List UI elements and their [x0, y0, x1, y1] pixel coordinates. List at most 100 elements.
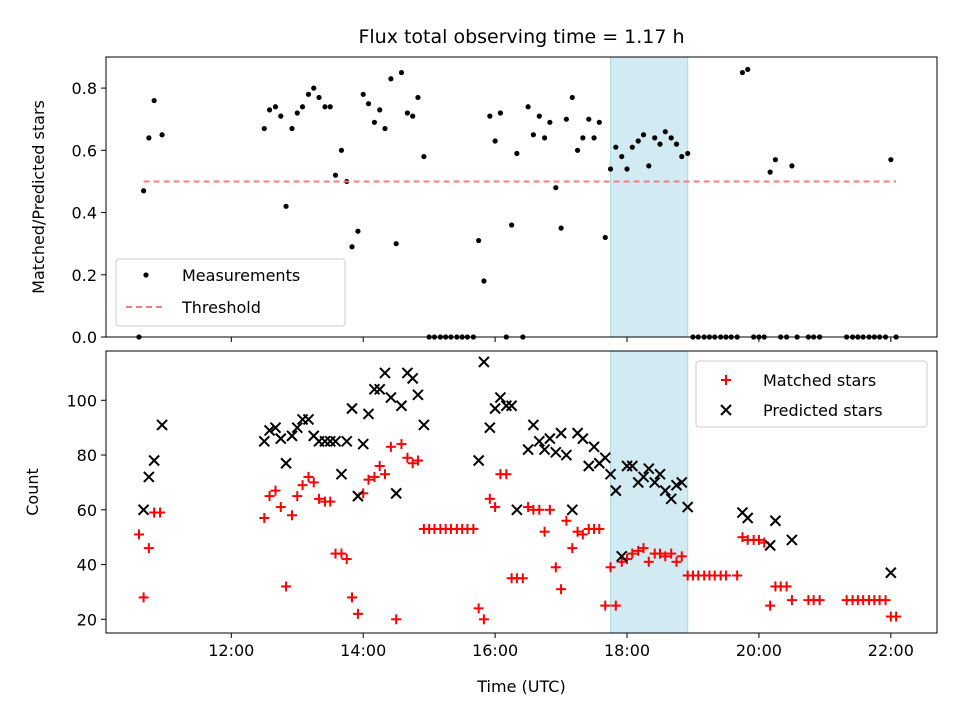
bottom-y-axis-label: Count	[23, 468, 42, 516]
measurements-point	[668, 135, 674, 141]
y-tick-label: 0.8	[72, 79, 97, 98]
matched-stars-point	[666, 548, 677, 559]
predicted-stars-point	[527, 419, 540, 431]
matched-stars-point	[374, 460, 385, 471]
predicted-stars-point	[643, 463, 655, 475]
measurements-point	[316, 94, 322, 101]
y-tick-label: 60	[77, 501, 97, 520]
measurements-point	[652, 135, 658, 141]
measurements-point	[888, 157, 894, 163]
measurements-point	[767, 169, 773, 175]
bottom-panel: 20 40 60 80 100 12:00 14:00 16:00 18:00 20:00 22:…	[23, 350, 938, 696]
bottom-series-layer	[133, 356, 902, 625]
predicted-stars-point	[352, 490, 364, 502]
measurements-point	[662, 129, 668, 135]
matched-stars-point	[753, 534, 764, 545]
predicted-stars-point	[341, 435, 353, 448]
measurements-point	[596, 119, 602, 125]
top-panel: 0.0 0.2 0.4 0.6 0.8 Flux total observing tim…	[29, 26, 938, 347]
matched-stars-point	[523, 502, 534, 513]
y-tick-label: 0.6	[72, 141, 97, 160]
matched-stars-point	[325, 496, 336, 507]
predicted-stars-point	[637, 471, 650, 483]
bottom-x-ticks: 12:00 14:00 16:00 18:00 20:00 22:00	[208, 633, 914, 660]
measurements-point	[547, 119, 553, 125]
predicted-stars-point	[143, 471, 155, 483]
measurements-point	[580, 135, 586, 141]
measurements-point	[327, 104, 333, 110]
predicted-stars-point	[137, 504, 150, 516]
predicted-stars-point	[599, 452, 611, 464]
y-tick-label: 20	[77, 610, 97, 629]
y-tick-label: 40	[77, 556, 97, 575]
predicted-stars-point	[319, 435, 331, 448]
bottom-highlight-band	[610, 350, 689, 634]
matched-stars-point	[577, 529, 588, 540]
measurements-point	[558, 225, 564, 231]
legend-frame	[115, 258, 346, 327]
measurements-point	[673, 141, 680, 147]
measurements-point	[349, 244, 355, 250]
legend-entry-threshold: Threshold	[126, 298, 261, 317]
predicted-stars-point	[681, 501, 694, 513]
predicted-stars-point	[385, 391, 397, 404]
top-legend: Measurements Threshold	[115, 258, 346, 327]
y-tick-label: 100	[66, 391, 97, 410]
measurements-point	[404, 110, 411, 116]
y-tick-label: 0.2	[72, 266, 97, 285]
predicted-stars-point	[742, 512, 754, 524]
matched-stars-point	[264, 491, 275, 502]
matched-stars-point	[297, 480, 308, 491]
measurements-point	[497, 110, 503, 116]
measurements-point	[602, 234, 608, 241]
x-tick-label: 16:00	[472, 641, 518, 660]
predicted-stars-point	[484, 421, 496, 434]
measurements-point	[266, 107, 273, 113]
matched-stars-point	[616, 556, 627, 567]
matched-stars-point	[275, 502, 286, 513]
predicted-stars-point	[329, 435, 342, 448]
measurements-point	[305, 91, 312, 97]
measurements-point	[640, 132, 647, 138]
top-y-ticks: 0.0 0.2 0.4 0.6 0.8	[72, 79, 106, 347]
predicted-stars-point	[395, 400, 408, 412]
matched-stars-point	[765, 600, 776, 611]
predicted-stars-point	[390, 487, 402, 500]
measurements-point	[514, 150, 520, 157]
y-tick-label: 0.4	[72, 204, 97, 223]
predicted-stars-point	[280, 457, 292, 469]
matched-stars-point	[539, 526, 550, 537]
matched-stars-series	[133, 439, 902, 625]
measurements-point	[789, 163, 795, 169]
measurements-point	[278, 113, 284, 119]
matched-stars-point	[484, 493, 495, 504]
matched-stars-point	[341, 554, 352, 565]
matched-stars-point	[600, 600, 611, 611]
matched-stars-point	[468, 523, 479, 534]
bottom-y-ticks: 20 40 60 80 100	[66, 391, 106, 629]
measurements-point	[586, 116, 592, 122]
matched-stars-point	[627, 548, 638, 559]
predicted-stars-point	[769, 515, 782, 527]
measurements-point	[509, 222, 515, 228]
predicted-stars-point	[494, 391, 507, 404]
predicted-stars-point	[786, 534, 798, 546]
predicted-stars-point	[412, 389, 424, 401]
y-tick-label: 80	[77, 446, 97, 465]
predicted-stars-point	[418, 419, 430, 431]
x-axis-label: Time (UTC)	[476, 677, 565, 696]
matched-stars-point	[572, 526, 583, 537]
matched-stars-point	[643, 556, 654, 567]
measurements-point	[289, 125, 295, 132]
measurements-point	[140, 188, 147, 194]
measurements-point	[635, 138, 641, 144]
legend-label-measurements: Measurements	[182, 266, 300, 285]
x-tick-label: 18:00	[604, 641, 650, 660]
predicted-stars-point	[346, 402, 358, 415]
matched-stars-point	[605, 562, 616, 573]
measurements-point	[410, 113, 416, 119]
predicted-stars-point	[676, 476, 688, 489]
legend-entry-measurements: Measurements	[143, 266, 300, 285]
predicted-stars-point	[275, 432, 287, 445]
